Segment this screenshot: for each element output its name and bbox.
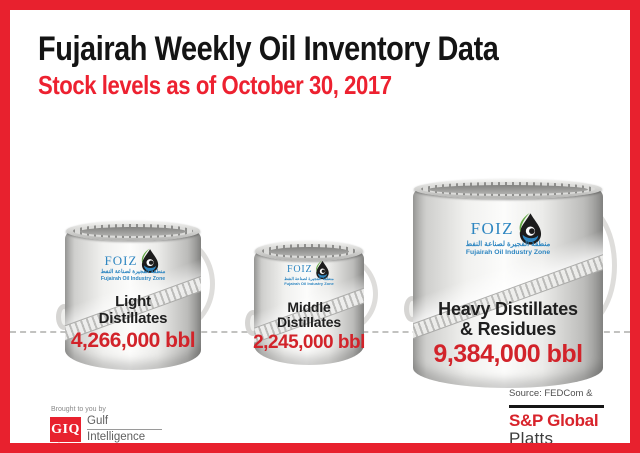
foiz-wordmark: FOIZ bbox=[104, 252, 138, 268]
foiz-arabic-text: منطقة الفجيرة لصناعة النفط bbox=[100, 269, 166, 276]
can-middle-distillates: FOIZ منطقة الفجيرة لصناعة النفط Fujairah… bbox=[245, 241, 378, 365]
intelligence-logo-word: Intelligence bbox=[87, 431, 146, 443]
can-body bbox=[254, 251, 364, 365]
can-body bbox=[65, 231, 201, 370]
sp-global-divider bbox=[509, 405, 604, 408]
can-light-distillates: FOIZ منطقة الفجيرة لصناعة النفط Fujairah… bbox=[56, 221, 215, 370]
gulf-intelligence-logo: Gulf Intelligence bbox=[87, 415, 162, 446]
can-value: 4,266,000 bbl bbox=[70, 329, 196, 352]
giq-logo: GIQ bbox=[50, 417, 81, 443]
can-label-line1: Middle bbox=[287, 298, 331, 315]
foiz-english-text: Fujairah Oil Industry Zone bbox=[284, 280, 334, 286]
foiz-logo: FOIZ منطقة الفجيرة لصناعة النفط Fujairah… bbox=[413, 212, 603, 257]
brought-to-you-by-label: Brought to you by bbox=[51, 406, 106, 413]
foiz-english-text: Fujairah Oil Industry Zone bbox=[100, 276, 166, 283]
can-label: Heavy Distillates & Residues bbox=[394, 299, 622, 339]
can-label-line1: Light bbox=[115, 293, 151, 311]
source-label: Source: FEDCom & bbox=[509, 388, 593, 399]
can-value: 2,245,000 bbl bbox=[253, 332, 365, 353]
gulf-logo-word: Gulf bbox=[87, 415, 109, 427]
can-value: 9,384,000 bbl bbox=[433, 340, 583, 368]
can-rim bbox=[414, 179, 602, 199]
foiz-logo: FOIZ منطقة الفجيرة لصناعة النفط Fujairah… bbox=[254, 260, 364, 286]
can-rim bbox=[66, 221, 200, 241]
can-body bbox=[413, 189, 603, 388]
foiz-english-text: Fujairah Oil Industry Zone bbox=[465, 248, 551, 256]
gulf-logo-divider bbox=[87, 445, 162, 446]
can-label-line2: Distillates bbox=[277, 314, 341, 331]
can-label-line2: & Residues bbox=[459, 318, 557, 339]
foiz-drop-icon bbox=[316, 260, 329, 280]
can-label-line1: Heavy Distillates bbox=[438, 298, 578, 319]
foiz-arabic-text: منطقة الفجيرة لصناعة النفط bbox=[465, 239, 551, 248]
sp-global-logo: S&P Global bbox=[509, 411, 599, 430]
foiz-arabic-text: منطقة الفجيرة لصناعة النفط bbox=[284, 276, 334, 282]
can-heavy-distillates: FOIZ منطقة الفجيرة لصناعة النفط Fujairah… bbox=[404, 179, 617, 388]
page-subtitle: Stock levels as of October 30, 2017 bbox=[38, 70, 392, 100]
gulf-logo-divider bbox=[87, 429, 162, 430]
can-label: Middle Distillates bbox=[243, 298, 375, 331]
foiz-drop-icon bbox=[142, 248, 159, 273]
can-label: Light Distillates bbox=[51, 294, 214, 328]
foiz-logo: FOIZ منطقة الفجيرة لصناعة النفط Fujairah… bbox=[65, 248, 201, 282]
foiz-wordmark: FOIZ bbox=[470, 218, 514, 238]
page-title: Fujairah Weekly Oil Inventory Data bbox=[38, 30, 499, 68]
foiz-drop-icon bbox=[520, 212, 542, 245]
can-label-line2: Distillates bbox=[98, 310, 168, 328]
platts-logo: Platts bbox=[509, 429, 554, 448]
foiz-wordmark: FOIZ bbox=[287, 263, 313, 275]
can-rim bbox=[255, 241, 363, 261]
